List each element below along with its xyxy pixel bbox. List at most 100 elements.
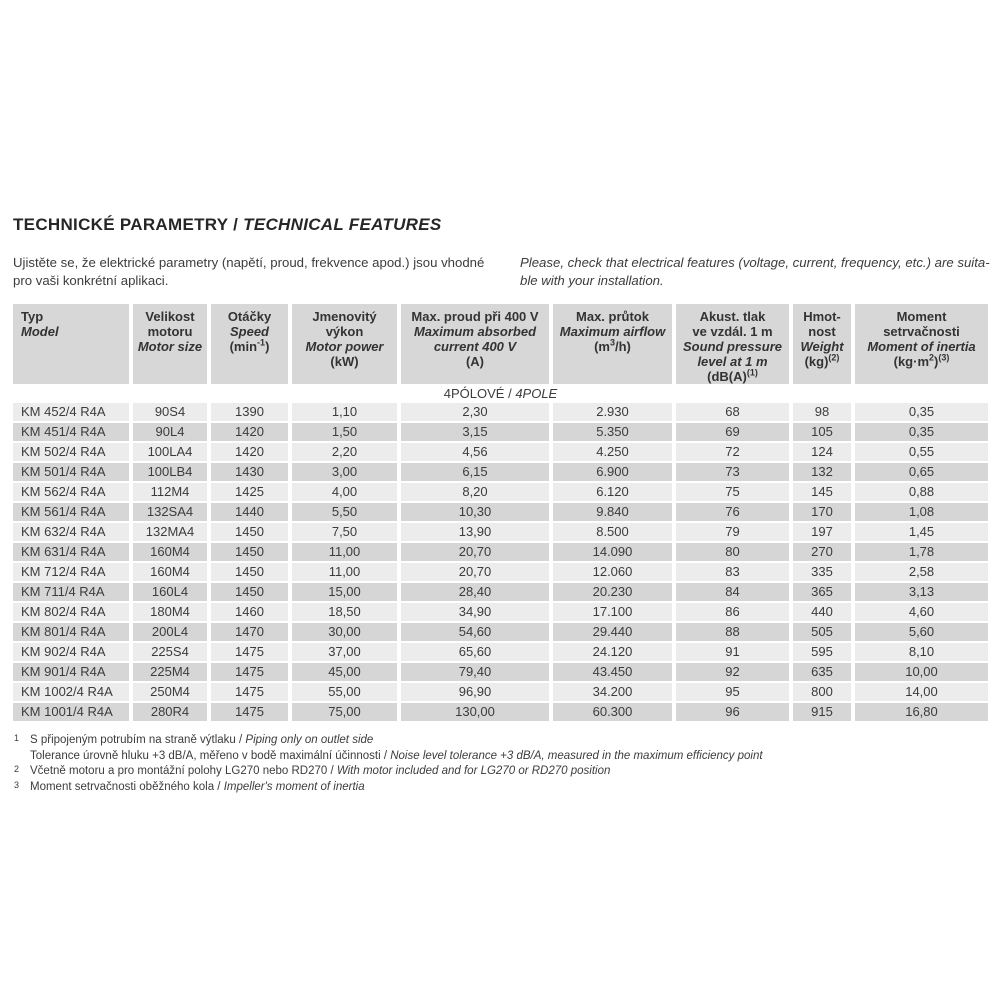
unit-superscript: 2 (929, 352, 935, 363)
value-cell: 160L4 (133, 583, 207, 601)
table-row: KM 451/4 R4A 90L4 1420 1,50 3,15 5.350 69 105 0,… (13, 423, 988, 441)
column-header-unit: (A) (403, 354, 547, 369)
column-header-moment-of-inertia: Moment setrvačnosti Moment of inertia (kg·m… (855, 304, 988, 384)
value-cell: 1470 (211, 623, 288, 641)
section-row: 4PÓLOVÉ / 4POLE (13, 386, 988, 401)
footnote-line: Tolerance úrovně hluku +3 dB/A, měřeno v… (13, 749, 988, 765)
model-cell: KM 561/4 R4A (13, 503, 129, 521)
value-cell: 92 (676, 663, 789, 681)
value-cell: 68 (676, 403, 789, 421)
footnote-line: 1 S připojeným potrubím na straně výtlaku… (13, 733, 988, 749)
value-cell: 6.900 (553, 463, 672, 481)
model-cell: KM 632/4 R4A (13, 523, 129, 541)
column-header-unit: (m3/h) (555, 337, 670, 354)
model-cell: KM 1002/4 R4A (13, 683, 129, 701)
value-cell: 1,50 (292, 423, 397, 441)
technical-features-table: Typ Model Velikost motoru Motor size Otáčky Sp… (9, 302, 992, 723)
footnote-text-english: Noise level tolerance +3 dB/A, measured … (390, 749, 763, 762)
page-title-czech: TECHNICKÉ PARAMETRY (13, 215, 229, 235)
value-cell: 180M4 (133, 603, 207, 621)
unit-text: ) (934, 354, 939, 369)
table-row: KM 1002/4 R4A 250M4 1475 55,00 96,90 34.200 95… (13, 683, 988, 701)
value-cell: 1420 (211, 423, 288, 441)
value-cell: 170 (793, 503, 851, 521)
value-cell: 6.120 (553, 483, 672, 501)
model-cell: KM 711/4 R4A (13, 583, 129, 601)
column-header-max-current: Max. proud při 400 V Maximum absorbed curr… (401, 304, 549, 384)
table-row: KM 711/4 R4A 160L4 1450 15,00 28,40 20.230 84 3… (13, 583, 988, 601)
model-cell: KM 1001/4 R4A (13, 703, 129, 721)
table-header-row: Typ Model Velikost motoru Motor size Otáčky Sp… (13, 304, 988, 384)
value-cell: 91 (676, 643, 789, 661)
unit-text: ) (265, 339, 270, 354)
unit-superscript: 3 (609, 337, 615, 348)
column-header-english-line: level at 1 m (697, 354, 768, 369)
value-cell: 4,00 (292, 483, 397, 501)
value-cell: 915 (793, 703, 851, 721)
value-cell: 20,70 (401, 543, 549, 561)
value-cell: 11,00 (292, 543, 397, 561)
value-cell: 9.840 (553, 503, 672, 521)
value-cell: 225S4 (133, 643, 207, 661)
footnote-separator: / (380, 749, 391, 762)
model-cell: KM 801/4 R4A (13, 623, 129, 641)
footnote-marker: 2 (14, 764, 20, 774)
value-cell: 29.440 (553, 623, 672, 641)
table-row: KM 501/4 R4A 100LB4 1430 3,00 6,15 6.900 73 132… (13, 463, 988, 481)
value-cell: 1460 (211, 603, 288, 621)
value-cell: 0,88 (855, 483, 988, 501)
column-header-english-line: Motor size (137, 339, 203, 354)
footnotes: 1 S připojeným potrubím na straně výtlaku… (13, 733, 988, 795)
table-row: KM 562/4 R4A 112M4 1425 4,00 8,20 6.120 75 145 0… (13, 483, 988, 501)
table-row: KM 1001/4 R4A 280R4 1475 75,00 130,00 60.300 9… (13, 703, 988, 721)
unit-superscript: (2) (828, 352, 840, 363)
table-row: KM 452/4 R4A 90S4 1390 1,10 2,30 2.930 68 98 0,3… (13, 403, 988, 421)
section-label-czech: 4PÓLOVÉ (443, 386, 505, 401)
value-cell: 1430 (211, 463, 288, 481)
value-cell: 3,00 (292, 463, 397, 481)
value-cell: 95 (676, 683, 789, 701)
value-cell: 1450 (211, 543, 288, 561)
value-cell: 73 (676, 463, 789, 481)
footnote-separator: / (214, 780, 224, 793)
value-cell: 14,00 (855, 683, 988, 701)
column-header-model: Typ Model (13, 304, 129, 384)
column-header-unit: (kg)(2) (795, 352, 849, 369)
column-header-unit: (kW) (294, 354, 395, 369)
unit-text: /h) (615, 339, 631, 354)
column-header-czech-line: Hmot- (803, 309, 841, 324)
page-title: TECHNICKÉ PARAMETRY / TECHNICAL FEATURES (13, 215, 442, 235)
column-header-czech-line: Jmenovitý (312, 309, 377, 324)
footnote-text-czech: Moment setrvačnosti oběžného kola (30, 780, 215, 793)
value-cell: 5.350 (553, 423, 672, 441)
value-cell: 595 (793, 643, 851, 661)
model-cell: KM 562/4 R4A (13, 483, 129, 501)
value-cell: 0,65 (855, 463, 988, 481)
column-header-unit: (min-1) (213, 338, 286, 354)
value-cell: 84 (676, 583, 789, 601)
value-cell: 1440 (211, 503, 288, 521)
value-cell: 72 (676, 443, 789, 461)
value-cell: 635 (793, 663, 851, 681)
value-cell: 83 (676, 563, 789, 581)
value-cell: 16,80 (855, 703, 988, 721)
value-cell: 28,40 (401, 583, 549, 601)
value-cell: 34,90 (401, 603, 549, 621)
table-row: KM 802/4 R4A 180M4 1460 18,50 34,90 17.100 86 4… (13, 603, 988, 621)
section-label: 4PÓLOVÉ / 4POLE (13, 386, 988, 401)
unit-text: (A) (465, 354, 485, 369)
column-header-english-line: Motor power (305, 339, 384, 354)
column-header-czech-line: Velikost (145, 309, 195, 324)
model-cell: KM 901/4 R4A (13, 663, 129, 681)
value-cell: 98 (793, 403, 851, 421)
value-cell: 1475 (211, 663, 288, 681)
footnote-line: 3 Moment setrvačnosti oběžného kola / Imp… (13, 780, 988, 796)
column-header-english-line: Speed (229, 324, 269, 339)
unit-text: (kg·m (893, 354, 930, 369)
column-header-czech-line: výkon (325, 324, 364, 339)
value-cell: 1450 (211, 583, 288, 601)
table-row: KM 561/4 R4A 132SA4 1440 5,50 10,30 9.840 76 17… (13, 503, 988, 521)
value-cell: 76 (676, 503, 789, 521)
column-header-czech-line: nost (808, 324, 836, 339)
unit-text: (kW) (330, 354, 359, 369)
